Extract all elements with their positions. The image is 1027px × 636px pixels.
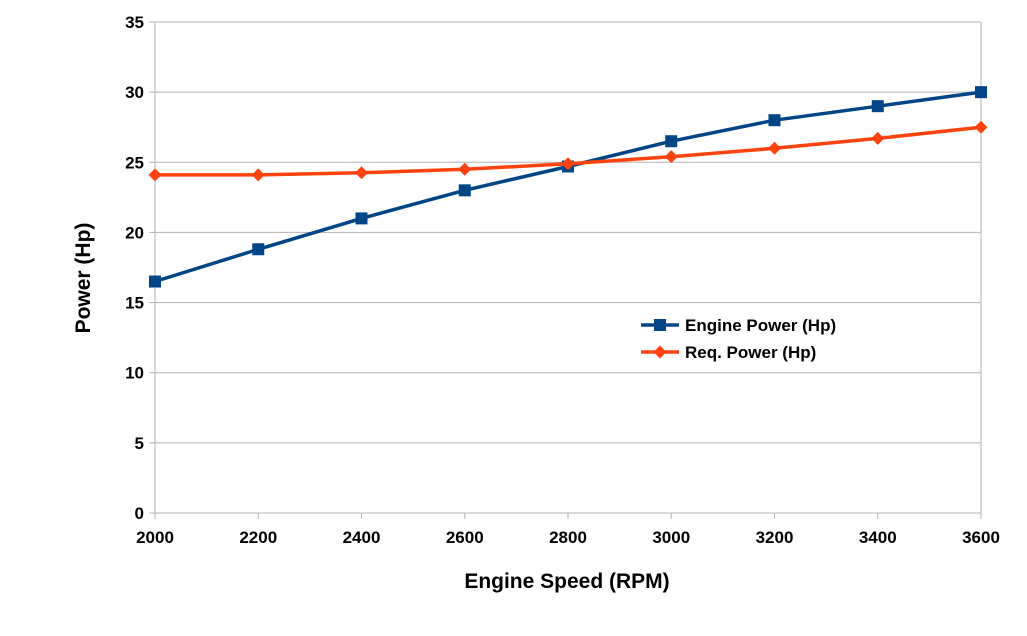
x-tick-label: 2200 <box>239 528 277 547</box>
x-tick-label: 2000 <box>136 528 174 547</box>
data-point <box>561 157 575 171</box>
data-point <box>458 184 471 197</box>
data-point <box>458 162 472 176</box>
x-tick-label: 3400 <box>859 528 897 547</box>
x-tick-label: 2600 <box>446 528 484 547</box>
data-point <box>871 100 884 113</box>
legend-swatch-marker <box>653 345 667 359</box>
y-tick-label: 15 <box>125 294 144 313</box>
data-point <box>975 86 987 99</box>
series <box>148 86 988 288</box>
x-tick-label: 2400 <box>343 528 381 547</box>
legend-label: Req. Power (Hp) <box>685 343 816 362</box>
series-req-power <box>148 120 988 182</box>
y-tick-label: 0 <box>135 504 144 523</box>
y-tick-label: 35 <box>125 13 144 32</box>
y-tick-label: 10 <box>125 364 144 383</box>
legend-item: Engine Power (Hp) <box>641 316 836 335</box>
data-point <box>355 212 368 225</box>
data-point <box>251 168 265 182</box>
y-tick-label: 20 <box>125 223 144 242</box>
legend: Engine Power (Hp) Req. Power (Hp) <box>641 316 836 362</box>
y-tick-labels: 0 5 10 15 20 25 30 35 <box>125 13 144 523</box>
data-point <box>665 135 678 148</box>
y-tick-label: 30 <box>125 83 144 102</box>
legend-item: Req. Power (Hp) <box>641 343 816 362</box>
y-tick-label: 5 <box>135 434 144 453</box>
y-axis-title: Power (Hp) <box>72 223 95 334</box>
x-tick-label: 2800 <box>549 528 587 547</box>
y-tick-label: 25 <box>125 153 144 172</box>
x-tick-label: 3200 <box>756 528 794 547</box>
data-point <box>148 168 162 182</box>
data-point <box>355 166 368 180</box>
data-point <box>252 243 265 256</box>
data-point <box>664 150 678 164</box>
data-point <box>871 131 885 145</box>
x-axis-title: Engine Speed (RPM) <box>464 570 669 593</box>
axes <box>149 21 982 519</box>
x-tick-labels: 2000 2200 2400 2600 2800 3000 3200 3400 3600 <box>136 528 1000 547</box>
legend-label: Engine Power (Hp) <box>685 316 836 335</box>
x-tick-label: 3000 <box>652 528 690 547</box>
data-point <box>974 120 988 134</box>
data-point <box>768 114 781 127</box>
data-point <box>149 275 161 288</box>
x-tick-label: 3600 <box>962 528 1000 547</box>
legend-swatch-marker <box>654 319 666 331</box>
data-point <box>768 141 781 155</box>
